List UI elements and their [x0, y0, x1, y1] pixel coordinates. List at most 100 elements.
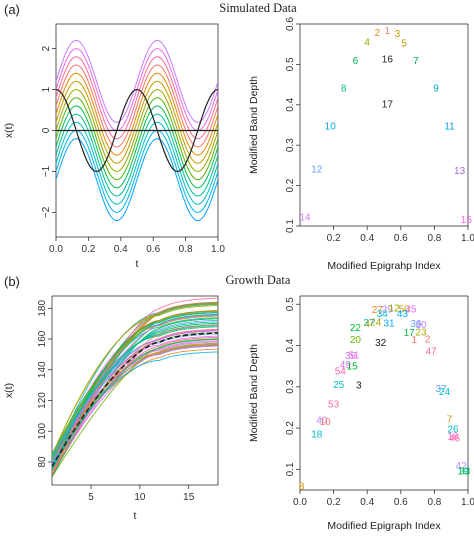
plot-frame: [299, 295, 469, 491]
point-label: 36: [410, 319, 422, 330]
chart-b-curves: 5 10 15 80 100 120 140 160 180 t x(t): [3, 295, 219, 522]
growth-curve: [52, 305, 218, 456]
point-label: 12: [311, 164, 323, 175]
y-tick-label: 160: [37, 330, 48, 347]
x-axis-label: t: [134, 510, 137, 522]
simulated-curve: [56, 80, 218, 164]
y-tick-label: 80: [37, 456, 48, 468]
simulated-curve: [56, 56, 218, 140]
x-tick-label: 0.2: [81, 244, 95, 255]
x-tick-label: 0.6: [394, 233, 408, 244]
point-label: 42: [456, 461, 468, 472]
y-tick-label: 0.2: [285, 421, 296, 435]
point-label: 14: [299, 213, 311, 224]
point-label: 1: [385, 26, 391, 37]
point-label: 16: [382, 55, 394, 66]
point-label: 2: [425, 334, 431, 345]
panel-b-label: (b): [4, 274, 20, 289]
panel-a-title: Simulated Data: [219, 1, 297, 15]
x-tick-label: 1.0: [461, 233, 474, 244]
x-tick-label: 0.2: [327, 233, 341, 244]
x-tick-label: 0.6: [146, 244, 160, 255]
point-label: 13: [454, 166, 466, 177]
y-tick-label: 100: [37, 422, 48, 439]
point-label: 15: [347, 362, 359, 373]
point-label: 3: [395, 29, 401, 40]
y-tick-label: 0.2: [285, 178, 296, 192]
point-label: 50: [399, 304, 411, 315]
point-label: 1: [411, 335, 417, 346]
point-label: 12: [389, 303, 401, 314]
growth-curve: [52, 336, 218, 477]
cosine-outlier-curve: [56, 88, 218, 173]
point-label: 26: [447, 424, 459, 435]
point-label: 17: [382, 99, 394, 110]
point-label: 30: [415, 320, 427, 331]
y-tick-label: −1: [41, 165, 52, 177]
y-axis-label: Modified Band Depth: [248, 344, 260, 442]
point-label: 37: [436, 384, 448, 395]
x-tick-label: 0.4: [360, 233, 374, 244]
x-tick-label: 0.6: [394, 497, 408, 508]
point-label: 33: [459, 466, 471, 477]
y-tick-label: 0.4: [285, 338, 296, 352]
point-label: 18: [447, 431, 459, 442]
x-tick-label: 10: [134, 492, 146, 503]
x-tick-label: 15: [183, 492, 195, 503]
x-tick-label: 0.2: [327, 497, 341, 508]
point-label: 7: [447, 414, 453, 425]
point-label: 15: [461, 215, 473, 226]
panel-a-label: (a): [4, 2, 20, 17]
growth-curve: [52, 330, 218, 470]
point-label: 27: [372, 305, 384, 316]
x-tick-label: 0.8: [179, 244, 193, 255]
point-label: 25: [333, 380, 345, 391]
chart-a-curves: 0.0 0.2 0.4 0.6 0.8 1.0 −2 −1 0 1 2 t x(t): [3, 23, 225, 270]
point-label: 9: [433, 83, 439, 94]
x-tick-label: 0.8: [427, 497, 441, 508]
simulated-curve: [56, 105, 218, 189]
growth-curve: [52, 317, 218, 457]
point-label: 54: [335, 367, 347, 378]
y-tick-label: 0.4: [285, 97, 296, 111]
point-label: 5: [401, 38, 407, 49]
chart-b-depth: 0.0 0.2 0.4 0.6 0.8 1.0 0.1 0.2 0.3 0.4 0.5 Modifie…: [248, 295, 474, 532]
point-label: 39: [345, 351, 357, 362]
y-tick-label: 0.1: [285, 219, 296, 233]
x-tick-label: 0.4: [360, 497, 374, 508]
point-label: 23: [415, 327, 427, 338]
simulated-curve: [56, 113, 218, 197]
point-label: 47: [425, 346, 437, 357]
point-label: 6: [353, 56, 359, 67]
simulated-curve: [56, 39, 218, 123]
simulated-curve: [56, 121, 218, 205]
y-tick-label: 0.6: [285, 17, 296, 31]
y-tick-label: 0.3: [285, 379, 296, 393]
point-label: 4: [364, 319, 370, 330]
point-label: 8: [299, 481, 305, 492]
point-label: 10: [320, 417, 332, 428]
x-axis-label: Modified Epigraph Index: [327, 520, 441, 532]
y-axis-label: x(t): [3, 123, 15, 138]
point-label: 24: [370, 317, 382, 328]
point-label: 8: [341, 83, 347, 94]
point-label: 29: [382, 304, 394, 315]
point-label: 43: [397, 309, 409, 320]
point-label: 51: [348, 350, 360, 361]
point-label: 45: [405, 304, 417, 315]
simulated-curve: [56, 138, 218, 222]
growth-curve: [52, 330, 218, 455]
growth-curve: [52, 338, 218, 478]
point-label: 11: [444, 122, 455, 133]
point-label: 37: [363, 318, 375, 329]
chart-a-depth: 0.2 0.4 0.6 0.8 1.0 0.1 0.2 0.3 0.4 0.5 0.6 Modifie…: [248, 17, 474, 272]
growth-curve: [52, 324, 218, 461]
point-label: 49: [340, 360, 352, 371]
y-tick-label: 0.5: [285, 57, 296, 71]
y-tick-label: 1: [41, 86, 52, 92]
point-label: 4: [364, 38, 370, 49]
growth-curve: [52, 311, 218, 463]
y-tick-label: 120: [37, 392, 48, 409]
y-tick-label: 180: [37, 300, 48, 317]
